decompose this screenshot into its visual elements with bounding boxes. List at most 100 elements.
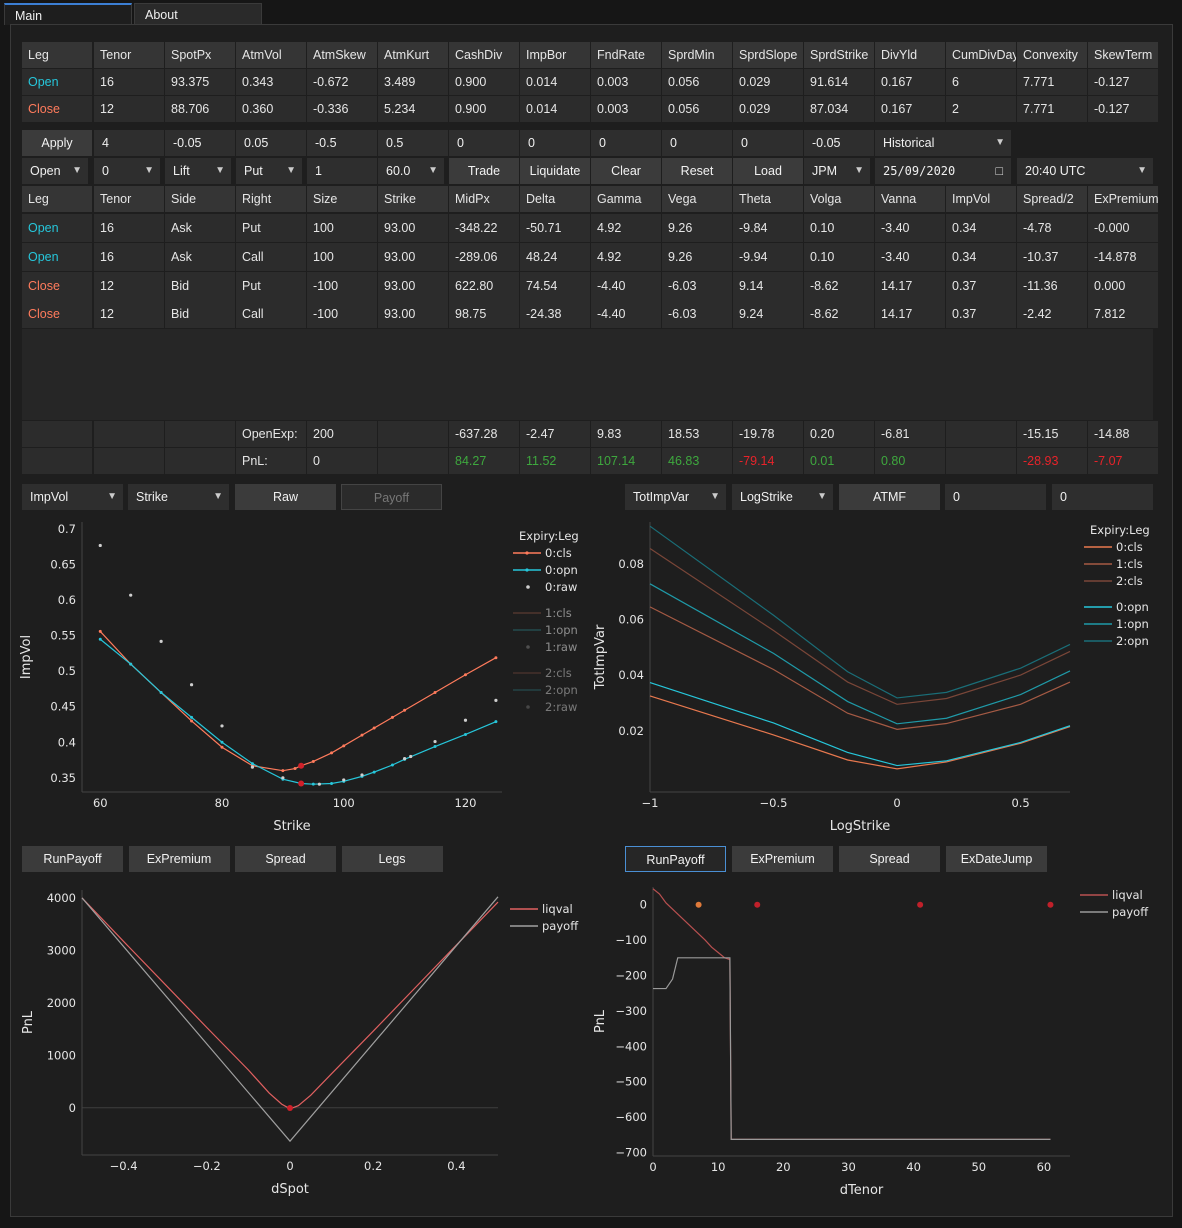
positions-cell[interactable]: Open <box>22 243 92 271</box>
positions-cell: -6.03 <box>662 300 732 328</box>
param-input-7[interactable]: 0 <box>591 130 661 156</box>
legend-label: 1:cls <box>1116 557 1143 571</box>
pnl-left-button-expremium[interactable]: ExPremium <box>128 846 230 872</box>
clear-button[interactable]: Clear <box>591 158 661 184</box>
liquidate-button[interactable]: Liquidate <box>520 158 590 184</box>
legend-item: 2:cls <box>513 666 572 680</box>
apply-button[interactable]: Apply <box>22 130 92 156</box>
positions-cell: 7.812 <box>1088 300 1158 328</box>
var-input-1[interactable]: 0 <box>945 484 1046 510</box>
pnl-right-button-spread[interactable]: Spread <box>839 846 940 872</box>
params-cell: 0.167 <box>875 69 945 95</box>
tenor-select[interactable]: 0 ▼ <box>94 158 160 184</box>
positions-cell: 74.54 <box>520 272 590 300</box>
positions-cell: -10.37 <box>1017 243 1087 271</box>
var-input-2[interactable]: 0 <box>1052 484 1153 510</box>
pnl-left-button-legs[interactable]: Legs <box>341 846 443 872</box>
param-input-8[interactable]: 0 <box>662 130 732 156</box>
y-tick-label: −400 <box>615 1039 647 1053</box>
raw-point <box>281 776 285 780</box>
reset-button[interactable]: Reset <box>662 158 732 184</box>
pnl-right-button-exdatejump[interactable]: ExDateJump <box>946 846 1047 872</box>
params-cell: 0.167 <box>875 96 945 122</box>
pnl-dspot-chart[interactable]: −0.4 −0.2 0 0.2 0.4 0 1000 2000 3000 4000 dSpot PnL… <box>20 875 600 1205</box>
param-input-2[interactable]: 0.05 <box>236 130 306 156</box>
param-input-6[interactable]: 0 <box>520 130 590 156</box>
param-input-3[interactable]: -0.5 <box>307 130 377 156</box>
side-select[interactable]: Lift ▼ <box>165 158 231 184</box>
calendar-icon[interactable]: □ <box>995 164 1003 178</box>
positions-cell: 12 <box>94 272 164 300</box>
raw-point <box>342 778 346 782</box>
load-button[interactable]: Load <box>733 158 803 184</box>
params-cell[interactable]: Close <box>22 96 92 122</box>
series-point <box>250 762 254 766</box>
date-input[interactable]: 25/09/2020 □ <box>875 158 1011 184</box>
totimpvar-chart[interactable]: −1 −0.5 0 0.5 0.02 0.04 0.06 0.08 LogStrike TotIm… <box>590 512 1170 842</box>
ticker-select[interactable]: JPM ▼ <box>804 158 870 184</box>
positions-header-9: Vega <box>662 186 732 212</box>
summary-cell: -19.78 <box>733 421 803 447</box>
leg-select[interactable]: Open ▼ <box>22 158 88 184</box>
pnl-right-button-expremium[interactable]: ExPremium <box>732 846 833 872</box>
vol-x-select-value: Strike <box>136 490 168 504</box>
param-input-0[interactable]: 4 <box>94 130 164 156</box>
mode-select[interactable]: Historical ▼ <box>875 130 1011 156</box>
params-cell[interactable]: Open <box>22 69 92 95</box>
pnl-left-button-runpayoff[interactable]: RunPayoff <box>22 846 123 872</box>
impvol-chart[interactable]: 60 80 100 120 0.35 0.4 0.45 0.5 0.55 0.6 0.65 0.7 St… <box>20 512 600 842</box>
raw-button[interactable]: Raw <box>235 484 336 510</box>
legend-label: 2:raw <box>545 700 577 714</box>
param-input-5[interactable]: 0 <box>449 130 519 156</box>
param-input-10[interactable]: -0.05 <box>804 130 874 156</box>
leg-select-value: Open <box>30 164 61 178</box>
positions-cell[interactable]: Open <box>22 214 92 242</box>
positions-cell: -289.06 <box>449 243 519 271</box>
chevron-down-icon: ▼ <box>286 165 296 176</box>
param-input-9[interactable]: 0 <box>733 130 803 156</box>
legend-label: 1:opn <box>1116 617 1149 631</box>
payoff-button[interactable]: Payoff <box>341 484 442 510</box>
positions-cell[interactable]: Close <box>22 272 92 300</box>
time-select-value: 20:40 UTC <box>1025 164 1086 178</box>
positions-cell: -9.84 <box>733 214 803 242</box>
size-input[interactable]: 1 <box>307 158 377 184</box>
trade-button[interactable]: Trade <box>449 158 519 184</box>
series-point <box>494 720 498 724</box>
tab-about[interactable]: About <box>134 3 262 25</box>
positions-cell: 93.00 <box>378 300 448 328</box>
pnl-right-button-runpayoff[interactable]: RunPayoff <box>625 846 726 872</box>
tab-main[interactable]: Main <box>4 3 132 25</box>
legend-label: 0:cls <box>545 546 572 560</box>
pnl-dtenor-chart[interactable]: 0 10 20 30 40 50 60 0 −100 −200 −300 −400 −500 −600 −7… <box>590 875 1170 1205</box>
var-y-select-value: TotImpVar <box>633 490 690 504</box>
pnl-left-button-spread[interactable]: Spread <box>235 846 336 872</box>
strike-select[interactable]: 60.0 ▼ <box>378 158 444 184</box>
series-point <box>342 744 346 748</box>
positions-header-12: Vanna <box>875 186 945 212</box>
param-input-1[interactable]: -0.05 <box>165 130 235 156</box>
positions-cell: 0.10 <box>804 243 874 271</box>
positions-cell[interactable]: Close <box>22 300 92 328</box>
time-select[interactable]: 20:40 UTC ▼ <box>1017 158 1153 184</box>
summary-cell: 0.20 <box>804 421 874 447</box>
legend-item: 1:cls <box>1084 557 1143 571</box>
params-header-11: SprdStrike <box>804 42 874 68</box>
summary-cell: 11.52 <box>520 448 590 474</box>
atmf-button[interactable]: ATMF <box>839 484 940 510</box>
vol-y-select[interactable]: ImpVol ▼ <box>22 484 123 510</box>
right-select[interactable]: Put ▼ <box>236 158 302 184</box>
y-tick-label: 0.7 <box>58 522 76 536</box>
param-input-4[interactable]: 0.5 <box>378 130 448 156</box>
var-y-select[interactable]: TotImpVar ▼ <box>625 484 726 510</box>
var-x-select[interactable]: LogStrike ▼ <box>732 484 833 510</box>
y-tick-label: 0.04 <box>618 668 644 682</box>
vol-x-select[interactable]: Strike ▼ <box>128 484 229 510</box>
series-point <box>311 759 315 763</box>
legend-item: 1:cls <box>513 606 572 620</box>
legend-item: 2:raw <box>526 700 577 714</box>
summary-cell <box>165 421 235 447</box>
params-cell: 0.003 <box>591 96 661 122</box>
series-line-1-opn <box>649 583 1071 725</box>
legend-item: liqval <box>1080 888 1143 902</box>
